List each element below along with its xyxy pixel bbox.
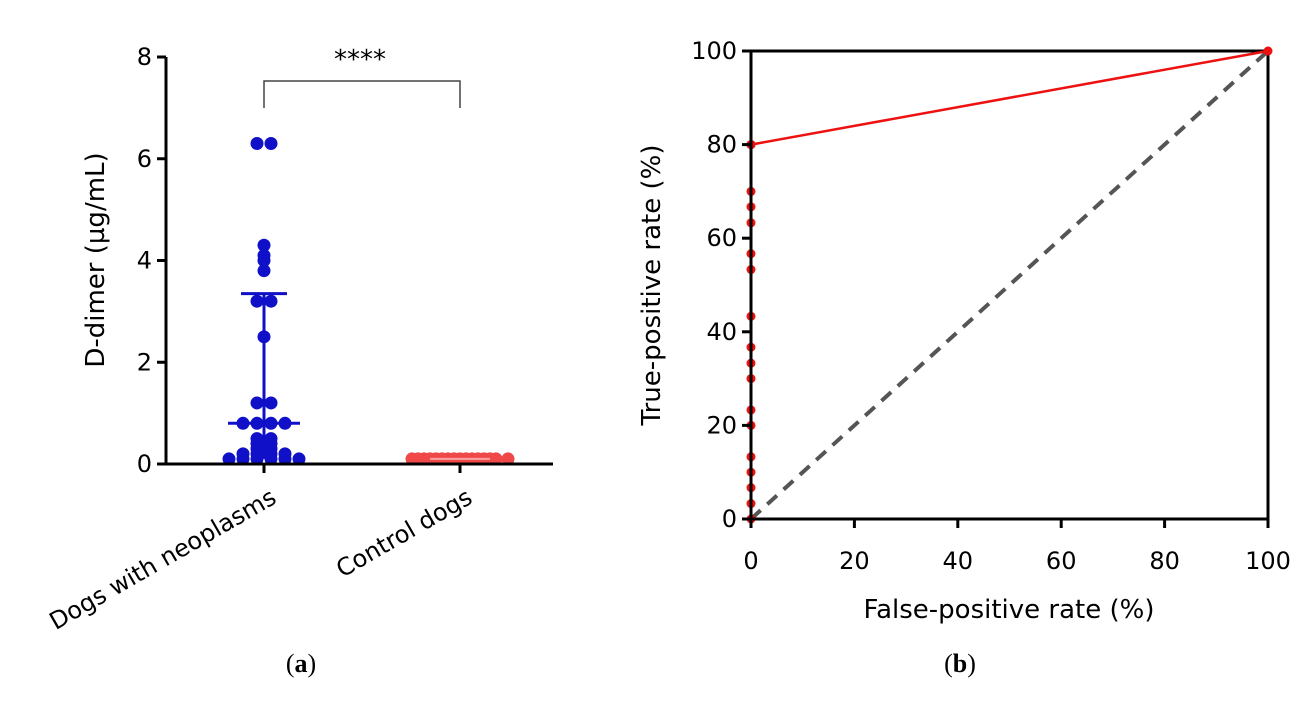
significance-bracket <box>263 80 461 108</box>
x-tick-label: 40 <box>943 547 974 575</box>
reference-line <box>749 49 1270 521</box>
data-point <box>257 254 271 267</box>
y-tick-label: 40 <box>706 318 737 346</box>
data-point <box>222 452 236 466</box>
data-point <box>257 264 271 278</box>
panel-b-y-axis-title: True-positive rate (%) <box>637 145 667 427</box>
data-point <box>292 452 306 466</box>
y-tick-label: 100 <box>691 37 737 65</box>
data-point <box>257 238 271 252</box>
data-point <box>250 396 264 410</box>
y-tick-label: 2 <box>137 348 152 376</box>
data-point <box>278 452 292 466</box>
x-tick-label: 20 <box>839 547 870 575</box>
panel-a-letter: a <box>295 649 308 678</box>
panel-a-y-axis-title: D-dimer (µg/mL) <box>81 152 111 367</box>
panel-b-x-axis-title: False-positive rate (%) <box>864 595 1155 625</box>
data-point <box>264 452 278 466</box>
y-tick-label: 20 <box>706 411 737 439</box>
x-tick-label: 60 <box>1046 547 1077 575</box>
data-point <box>250 136 264 150</box>
panel-a-category-labels: Dogs with neoplasms Control dogs <box>45 483 477 636</box>
panel-a-dot-plot: 0 2 4 6 8 Dogs with neoplasms Control dogs D-… <box>45 43 553 678</box>
panel-b-x-axis-ticks: 0 20 40 60 80 100 <box>743 519 1291 575</box>
x-tick-label: 0 <box>743 547 758 575</box>
data-point <box>264 396 278 410</box>
y-tick-label: 6 <box>137 145 152 173</box>
data-point <box>250 452 264 466</box>
significance-stars: **** <box>334 45 386 75</box>
panel-b-roc-curve: 0 20 40 60 80 100 0 20 40 60 80 100 True-positive … <box>637 37 1291 678</box>
y-tick-label: 0 <box>722 505 737 533</box>
panel-a-plot-area <box>164 57 553 473</box>
y-tick-label: 60 <box>706 224 737 252</box>
data-point <box>250 294 264 308</box>
category-label: Control dogs <box>331 483 477 583</box>
panel-b-label: (b) <box>944 649 976 678</box>
data-point <box>264 136 278 150</box>
data-point <box>411 452 425 466</box>
data-point <box>501 452 515 466</box>
panel-b-letter: b <box>953 649 967 678</box>
data-point <box>236 452 250 466</box>
roc-point <box>1263 46 1273 56</box>
panel-b-plot-area <box>746 46 1273 524</box>
data-point <box>264 294 278 308</box>
category-label: Dogs with neoplasms <box>45 483 281 636</box>
y-tick-label: 4 <box>137 247 152 275</box>
panel-a-label: (a) <box>286 649 316 678</box>
y-tick-label: 80 <box>706 131 737 159</box>
y-tick-label: 0 <box>137 450 152 478</box>
x-tick-label: 100 <box>1245 547 1291 575</box>
y-tick-label: 8 <box>137 43 152 71</box>
roc-line <box>749 49 1269 519</box>
panel-a-y-axis-ticks: 0 2 4 6 8 <box>137 43 166 478</box>
x-tick-label: 80 <box>1149 547 1180 575</box>
panel-b-y-axis-ticks: 0 20 40 60 80 100 <box>691 37 751 533</box>
